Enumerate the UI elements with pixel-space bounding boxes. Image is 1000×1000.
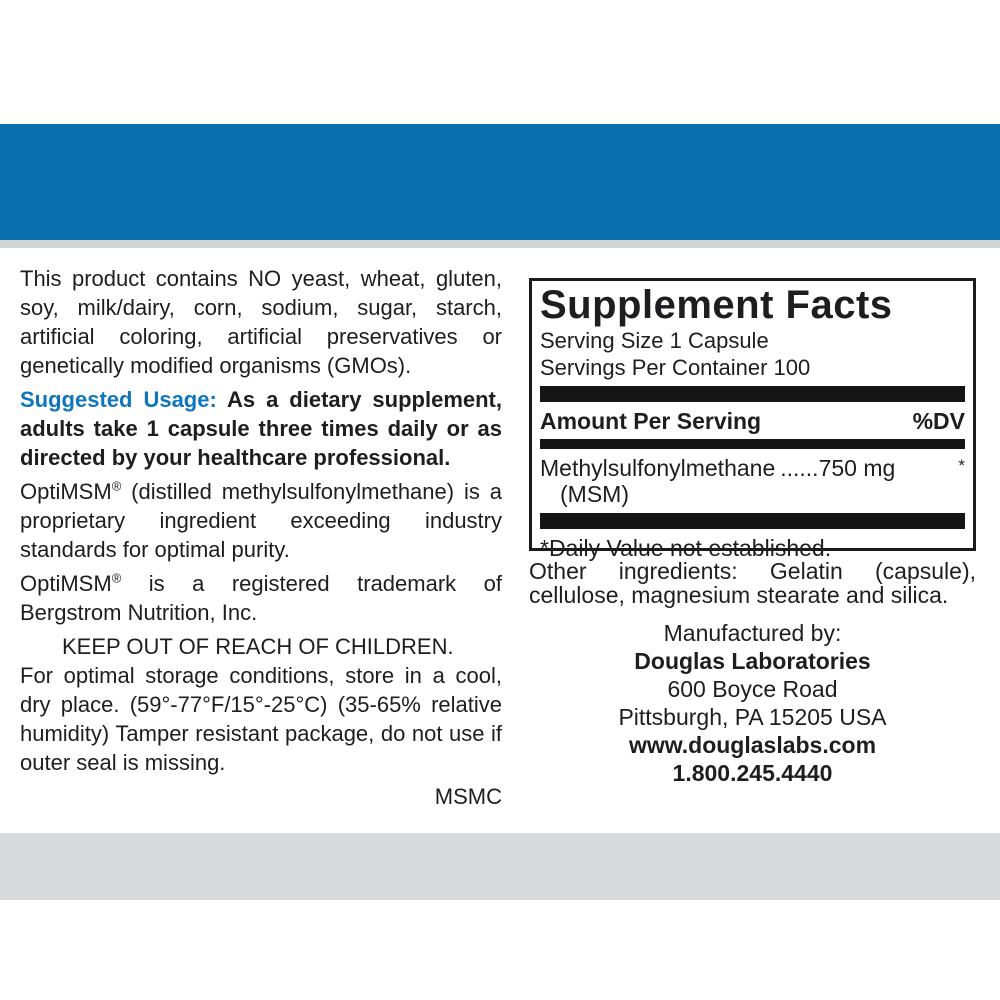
registered-trademark-symbol: ®	[111, 570, 122, 586]
storage-instructions: For optimal storage conditions, store in…	[20, 663, 502, 775]
percent-dv-header: %DV	[912, 408, 965, 434]
ingredient-name-line2: (MSM)	[560, 481, 629, 507]
thick-rule	[540, 513, 965, 529]
optimsm-brand: OptiMSM	[20, 571, 112, 596]
keep-out-of-reach-warning: KEEP OUT OF REACH OF CHILDREN.	[62, 634, 454, 659]
thick-rule	[540, 386, 965, 402]
suggested-usage-text: As a dietary supplement, adults take 1 c…	[20, 387, 502, 470]
serving-size: Serving Size 1 Capsule	[540, 328, 769, 353]
suggested-usage-label: Suggested Usage:	[20, 387, 217, 412]
warning-storage-paragraph: KEEP OUT OF REACH OF CHILDREN. For optima…	[20, 632, 502, 777]
registered-trademark-symbol: ®	[111, 478, 122, 494]
ingredient-dv-asterisk: *	[958, 456, 965, 475]
manufacturer-address-line1: 600 Boyce Road	[667, 676, 838, 702]
ingredient-leader-dots: ......	[780, 455, 819, 481]
suggested-usage-paragraph: Suggested Usage: As a dietary supplement…	[20, 385, 502, 472]
optimsm-description-paragraph: OptiMSM® (distilled methylsulfonylmethan…	[20, 477, 502, 564]
other-ingredients: Other ingredients: Gelatin (capsule), ce…	[529, 558, 976, 608]
manufacturer-name: Douglas Laboratories	[634, 648, 871, 674]
ingredient-row: Methylsulfonylmethane ......750 mg *	[540, 449, 965, 481]
daily-value-footnote: *Daily Value not established.	[540, 535, 832, 561]
bottom-gray-band	[0, 833, 1000, 900]
medium-rule	[540, 439, 965, 449]
optimsm-trademark-text: is a registered trademark of Bergstrom N…	[20, 571, 502, 625]
amount-per-serving-header: Amount Per Serving	[540, 408, 762, 434]
product-code: MSMC	[434, 784, 502, 809]
left-text-column: This product contains NO yeast, wheat, g…	[20, 264, 502, 811]
optimsm-brand: OptiMSM	[20, 479, 112, 504]
optimsm-description-text: (distilled methylsulfonylmethane) is a p…	[20, 479, 502, 562]
ingredient-amount: 750 mg	[818, 455, 896, 481]
supplement-facts-panel: Supplement Facts Serving Size 1 Capsule …	[529, 278, 976, 561]
manufacturer-address-line2: Pittsburgh, PA 15205 USA	[618, 704, 887, 730]
manufactured-by-label: Manufactured by:	[663, 620, 842, 646]
banner-divider-strip	[0, 240, 1000, 248]
servings-per-container: Servings Per Container 100	[540, 355, 811, 380]
allergen-statement: This product contains NO yeast, wheat, g…	[20, 266, 502, 378]
right-column: Supplement Facts Serving Size 1 Capsule …	[529, 278, 976, 787]
facts-header-row: Amount Per Serving %DV	[540, 402, 965, 439]
manufacturer-phone: 1.800.245.4440	[672, 760, 833, 786]
manufacturer-block: Manufactured by: Douglas Laboratories 60…	[529, 619, 976, 787]
manufacturer-website: www.douglaslabs.com	[628, 732, 877, 758]
optimsm-trademark-paragraph: OptiMSM® is a registered trademark of Be…	[20, 569, 502, 627]
top-blue-banner	[0, 124, 1000, 240]
ingredient-name: Methylsulfonylmethane	[540, 455, 776, 481]
supplement-facts-title: Supplement Facts	[540, 283, 893, 327]
ingredient-entry: Methylsulfonylmethane ......750 mg	[540, 456, 895, 481]
